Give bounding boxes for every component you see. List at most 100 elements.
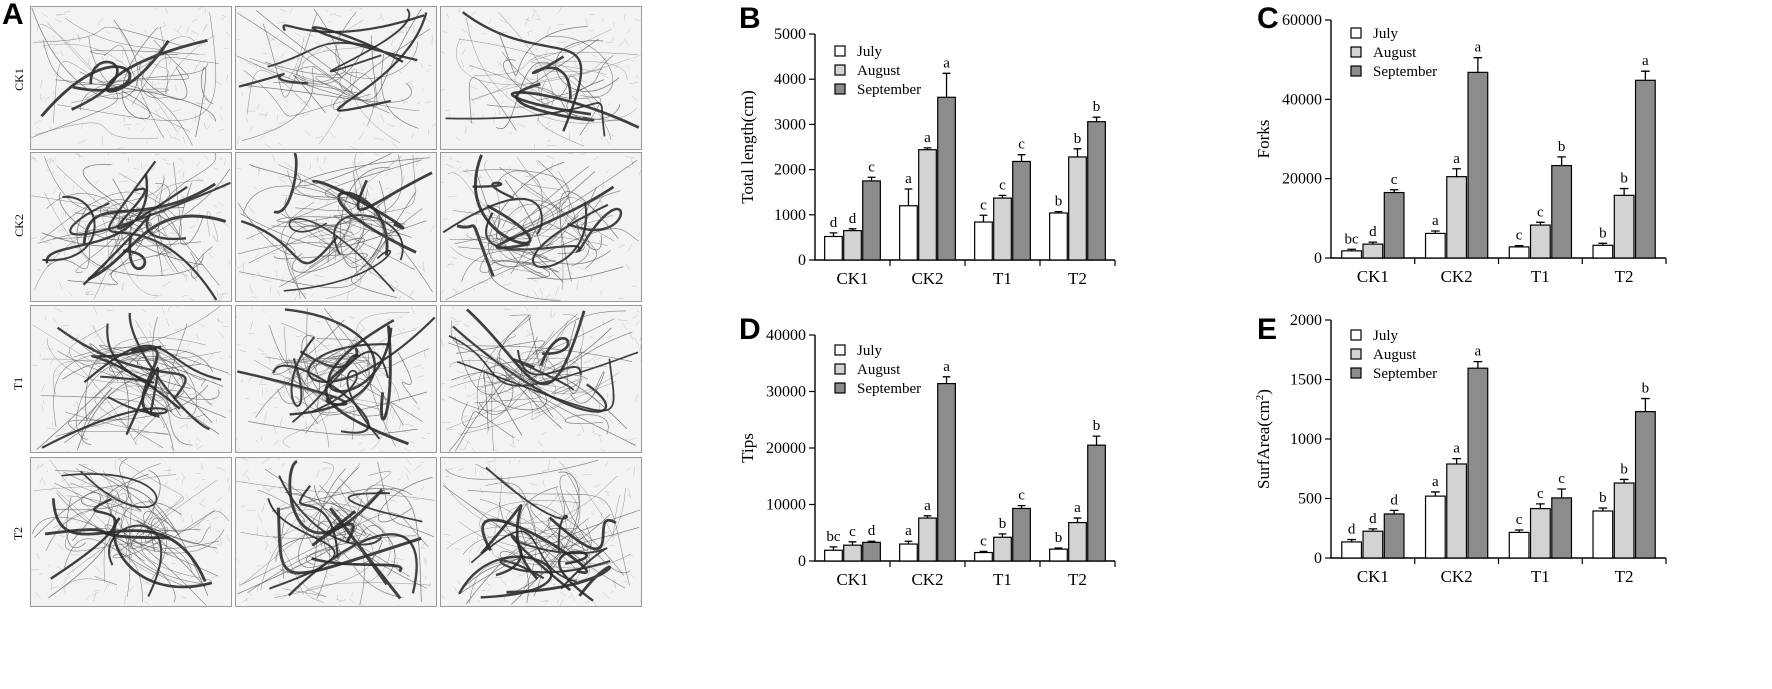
legend-label: August xyxy=(857,362,901,378)
bar-september xyxy=(1383,513,1405,559)
legend-swatch xyxy=(1350,329,1362,341)
significance-label: a xyxy=(943,55,950,71)
bar-july xyxy=(899,543,918,562)
significance-label: b xyxy=(1055,530,1063,546)
root-scan-image xyxy=(235,6,437,150)
error-bar xyxy=(1473,361,1483,369)
bar-july xyxy=(1424,232,1446,259)
bar-august xyxy=(843,544,862,562)
bar-july xyxy=(1592,510,1614,559)
bar-august xyxy=(918,517,937,562)
significance-label: d xyxy=(849,211,857,227)
error-bar xyxy=(1368,241,1378,245)
bar-july xyxy=(1592,244,1614,259)
x-category-label: CK2 xyxy=(911,570,943,589)
bar-september xyxy=(1087,444,1106,562)
row-label-ck2: CK2 xyxy=(11,214,26,237)
error-bar xyxy=(1092,435,1101,446)
chart-tips: D 0 10000 20000 30000 40000 Tips CK1 bc c d CK2 a a a… xyxy=(735,305,1255,605)
y-tick-label: 30000 xyxy=(766,384,806,401)
x-category-label: T1 xyxy=(1531,567,1550,586)
significance-label: bc xyxy=(826,529,841,545)
bar-august xyxy=(1613,482,1635,559)
panel-letter-e: E xyxy=(1257,313,1278,346)
significance-label: a xyxy=(1453,151,1460,167)
y-tick-label: 0 xyxy=(798,252,806,269)
significance-label: b xyxy=(1599,490,1607,506)
significance-label: a xyxy=(1432,474,1439,490)
error-bar xyxy=(1054,210,1063,213)
error-bar xyxy=(998,533,1007,538)
bar-september xyxy=(1087,121,1106,261)
error-bar xyxy=(1347,538,1356,542)
y-axis-label: Total length(cm) xyxy=(738,90,757,204)
x-category-label: CK1 xyxy=(836,570,868,589)
x-category-label: CK1 xyxy=(836,269,868,288)
error-bar xyxy=(1054,547,1063,550)
error-bar xyxy=(1619,478,1629,484)
x-category-label: CK1 xyxy=(1357,267,1389,286)
chart-total-length: B 0 1000 2000 3000 4000 5000 Total length(cm) C… xyxy=(735,0,1255,300)
significance-label: b xyxy=(1055,194,1063,210)
legend-swatch xyxy=(834,363,846,375)
significance-label: c xyxy=(999,177,1006,193)
bar-september xyxy=(1012,160,1031,261)
y-tick-label: 2000 xyxy=(774,162,806,179)
bar-august xyxy=(1362,243,1384,259)
bar-september xyxy=(1634,79,1656,259)
legend-label: July xyxy=(1373,328,1399,344)
chart-surface-area-svg: 0500100015002000SurfArea(cm2)CK1dddCK2aa… xyxy=(1254,312,1667,586)
bar-september xyxy=(1634,411,1656,559)
root-scan-image xyxy=(440,6,642,150)
significance-label: d xyxy=(868,523,876,539)
bar-july xyxy=(1508,246,1530,259)
error-bar xyxy=(1389,189,1399,193)
significance-label: d xyxy=(1390,492,1398,508)
bar-september xyxy=(1012,507,1031,562)
error-bar xyxy=(848,541,857,546)
y-tick-label: 500 xyxy=(1298,491,1322,508)
error-bar xyxy=(1452,168,1461,177)
legend-label: August xyxy=(1373,347,1417,363)
error-bar xyxy=(1073,517,1082,523)
y-tick-label: 40000 xyxy=(1282,91,1322,108)
y-tick-label: 1000 xyxy=(1290,431,1322,448)
root-scan-image xyxy=(440,152,642,302)
significance-label: b xyxy=(1558,139,1566,155)
x-category-label: CK2 xyxy=(1441,567,1473,586)
x-category-label: T2 xyxy=(1615,267,1634,286)
significance-label: d xyxy=(1369,511,1377,527)
error-bar xyxy=(867,176,876,181)
bar-august xyxy=(993,197,1012,261)
legend-label: September xyxy=(1373,64,1437,80)
root-scan-image xyxy=(440,457,642,607)
error-bar xyxy=(1557,156,1566,166)
y-tick-label: 40000 xyxy=(766,327,806,344)
bar-september xyxy=(1383,191,1405,259)
error-bar xyxy=(1347,248,1356,251)
bar-july xyxy=(1049,212,1068,261)
error-bar xyxy=(1619,187,1629,196)
legend-swatch xyxy=(1350,367,1362,379)
legend-swatch xyxy=(834,83,846,95)
error-bar xyxy=(829,546,838,551)
x-category-label: CK1 xyxy=(1357,567,1389,586)
significance-label: b xyxy=(1620,171,1628,187)
error-bar xyxy=(979,550,988,553)
bar-july xyxy=(1049,548,1068,562)
bar-september xyxy=(937,96,956,261)
y-axis-label: Tips xyxy=(738,433,757,463)
bar-august xyxy=(1362,530,1384,559)
bar-july xyxy=(899,205,918,261)
y-axis-label: Forks xyxy=(1254,120,1273,159)
error-bar xyxy=(1536,221,1545,226)
significance-label: c xyxy=(849,524,856,540)
x-category-label: T1 xyxy=(993,570,1012,589)
root-scan-image xyxy=(30,152,232,302)
bar-september xyxy=(1467,367,1489,559)
significance-label: c xyxy=(1516,228,1523,244)
error-bar xyxy=(1452,457,1461,464)
y-tick-label: 3000 xyxy=(774,116,806,133)
legend-label: August xyxy=(1373,45,1417,61)
